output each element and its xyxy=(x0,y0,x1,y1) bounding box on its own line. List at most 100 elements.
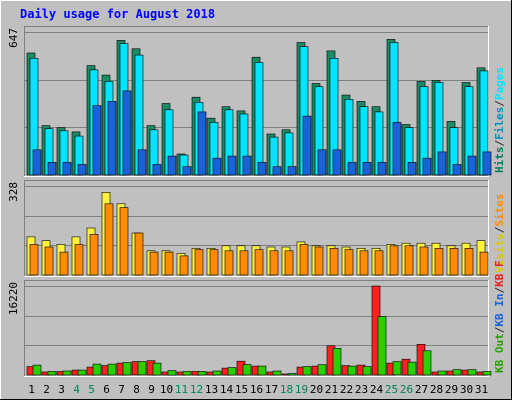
bar-visits-sites xyxy=(89,234,99,276)
y-max-label: 16220 xyxy=(7,282,20,315)
bar-kbytes-kb-out xyxy=(227,367,237,376)
bar-kbytes-kb-out xyxy=(482,371,492,376)
bar-kbytes-kb-out xyxy=(212,370,222,376)
x-tick-label: 24 xyxy=(370,383,384,396)
legend-item: / xyxy=(493,287,506,294)
bar-kbytes-kb-out xyxy=(92,363,102,376)
x-tick-label: 31 xyxy=(475,383,488,396)
bar-visits-sites xyxy=(359,250,369,276)
bar-hits-pages xyxy=(437,151,447,176)
bar-visits-sites xyxy=(299,244,309,276)
x-tick-label: 23 xyxy=(355,383,368,396)
bar-visits-sites xyxy=(44,246,54,276)
legend-item: Pages xyxy=(493,67,506,100)
bar-hits-pages xyxy=(287,166,297,176)
x-tick-label: 11 xyxy=(175,383,188,396)
bar-visits-sites xyxy=(179,255,189,276)
bar-hits-pages xyxy=(422,157,432,176)
legend-item: KB F xyxy=(493,260,506,287)
bar-kbytes-kb-out xyxy=(107,363,117,376)
bar-hits-pages xyxy=(317,149,327,176)
bar-hits-pages xyxy=(392,122,402,176)
x-tick-label: 12 xyxy=(190,383,203,396)
bar-kbytes-kb-out xyxy=(122,362,132,376)
bar-kbytes-kb-out xyxy=(62,370,72,376)
legend-item: / xyxy=(493,326,506,333)
bar-kbytes-kb-out xyxy=(137,361,147,376)
bar-visits-sites xyxy=(404,245,414,276)
bar-visits-sites xyxy=(479,251,489,276)
x-tick-label: 29 xyxy=(445,383,458,396)
bar-visits-sites xyxy=(29,244,39,276)
bar-hits-pages xyxy=(332,149,342,176)
x-tick-label: 27 xyxy=(415,383,428,396)
x-tick-label: 21 xyxy=(325,383,338,396)
bar-hits-pages xyxy=(62,162,72,176)
bar-hits-pages xyxy=(272,166,282,176)
bar-visits-sites xyxy=(284,250,294,276)
bar-hits-pages xyxy=(362,162,372,176)
x-tick-label: 3 xyxy=(58,383,65,396)
bar-visits-sites xyxy=(134,232,144,276)
bar-hits-pages xyxy=(482,151,492,176)
bar-visits-sites xyxy=(239,250,249,276)
bar-hits-pages xyxy=(197,111,207,176)
x-tick-label: 5 xyxy=(88,383,95,396)
x-axis: 1 2 3 4 5 6 7 8 9 10 11 12 13 14 15 16 17 18 19 20 21 22 23 24 2… xyxy=(28,383,488,396)
bar-kbytes-kb-out xyxy=(377,316,387,376)
bar-hits-pages xyxy=(212,157,222,176)
bar-hits-pages xyxy=(107,101,117,176)
bar-kbytes-kb-out xyxy=(392,361,402,376)
bar-kbytes-kb-out xyxy=(152,362,162,376)
bar-visits-sites xyxy=(464,248,474,276)
bar-hits-pages xyxy=(407,162,417,176)
x-tick-label: 10 xyxy=(160,383,173,396)
bar-visits-sites xyxy=(74,244,84,276)
bar-visits-sites xyxy=(419,246,429,276)
legend-kbytes: KB Out/KB In/KB F xyxy=(493,260,506,373)
bar-hits-pages xyxy=(182,166,192,176)
legend-item: / xyxy=(493,226,506,233)
bar-visits-sites xyxy=(104,203,114,276)
x-tick-label: 8 xyxy=(133,383,140,396)
x-tick-label: 6 xyxy=(103,383,110,396)
bar-visits-sites xyxy=(344,249,354,276)
bar-hits-pages xyxy=(347,162,357,176)
bar-kbytes-kb-out xyxy=(47,371,57,376)
bar-hits-pages xyxy=(122,90,132,176)
x-tick-label: 16 xyxy=(250,383,263,396)
x-tick-label: 26 xyxy=(400,383,413,396)
bar-visits-sites xyxy=(314,246,324,276)
bar-visits-sites xyxy=(389,245,399,276)
legend-visits: Visits/Sites xyxy=(493,194,506,274)
bar-hits-pages xyxy=(152,164,162,176)
bar-visits-sites xyxy=(374,250,384,276)
x-tick-label: 13 xyxy=(205,383,218,396)
bar-visits-sites xyxy=(194,249,204,276)
bar-kbytes-kb-out xyxy=(422,350,432,376)
bar-visits-sites xyxy=(269,250,279,276)
x-tick-label: 30 xyxy=(460,383,473,396)
bar-visits-sites xyxy=(224,250,234,276)
bar-hits-files xyxy=(254,62,264,176)
bar-kbytes-kb-out xyxy=(407,361,417,376)
bar-hits-pages xyxy=(77,164,87,176)
bar-kbytes-kb-out xyxy=(257,365,267,376)
bar-visits-sites xyxy=(59,251,69,276)
bar-kbytes-kb-out xyxy=(272,370,282,376)
bar-kbytes-kb-out xyxy=(332,347,342,376)
bar-visits-sites xyxy=(164,251,174,276)
bar-hits-pages xyxy=(377,162,387,176)
legend-item: KB Out xyxy=(493,333,506,373)
bar-hits-pages xyxy=(47,162,57,176)
bar-hits-pages xyxy=(32,149,42,176)
legend-hits: Hits/Files/Pages xyxy=(493,67,506,173)
panels: 647Hits/Files/Pages328Visits/Sites16220K… xyxy=(7,26,506,377)
x-tick-label: 14 xyxy=(220,383,234,396)
bar-kbytes-kb-out xyxy=(317,364,327,376)
bar-hits-pages xyxy=(452,164,462,176)
bar-visits-sites xyxy=(149,251,159,276)
bar-hits-pages xyxy=(227,155,237,176)
legend-item: KB In xyxy=(493,294,506,327)
